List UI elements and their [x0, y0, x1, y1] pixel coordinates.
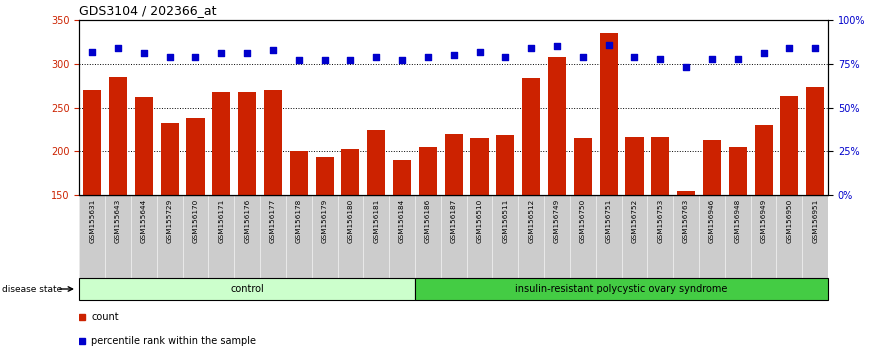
Point: [627, 54, 641, 59]
Text: GSM156171: GSM156171: [218, 198, 225, 242]
Point: [317, 57, 331, 63]
Bar: [367, 130, 385, 326]
Text: count: count: [92, 312, 119, 321]
Text: GSM155729: GSM155729: [167, 198, 173, 242]
Text: GSM156946: GSM156946: [709, 198, 715, 242]
Bar: [677, 190, 695, 326]
Text: GSM156753: GSM156753: [657, 198, 663, 242]
Bar: [415, 278, 828, 300]
Bar: [703, 140, 721, 326]
Bar: [83, 90, 101, 326]
Text: insulin-resistant polycystic ovary syndrome: insulin-resistant polycystic ovary syndr…: [515, 284, 728, 294]
Point: [214, 50, 228, 56]
Text: GSM155643: GSM155643: [115, 198, 121, 242]
Point: [395, 57, 409, 63]
Point: [653, 56, 667, 61]
Text: GSM156751: GSM156751: [605, 198, 611, 242]
Bar: [781, 96, 798, 326]
Bar: [290, 151, 307, 326]
Point: [808, 45, 822, 51]
Point: [163, 54, 177, 59]
Bar: [522, 78, 540, 326]
Point: [369, 54, 383, 59]
Text: GSM156752: GSM156752: [632, 198, 638, 242]
Bar: [315, 158, 334, 326]
Point: [189, 54, 203, 59]
Point: [782, 45, 796, 51]
Bar: [212, 92, 230, 326]
Bar: [470, 138, 489, 326]
Bar: [754, 125, 773, 326]
Point: [679, 64, 693, 70]
Point: [241, 50, 255, 56]
Text: GSM156179: GSM156179: [322, 198, 328, 242]
Text: control: control: [230, 284, 264, 294]
Point: [85, 48, 100, 54]
Text: GSM156948: GSM156948: [735, 198, 741, 242]
Text: GSM156763: GSM156763: [683, 198, 689, 242]
Text: GSM156186: GSM156186: [425, 198, 431, 242]
Point: [576, 54, 590, 59]
Text: GSM155631: GSM155631: [89, 198, 95, 242]
Point: [111, 45, 125, 51]
Point: [137, 50, 151, 56]
Text: GSM156181: GSM156181: [374, 198, 379, 242]
Text: GSM156951: GSM156951: [812, 198, 818, 242]
Point: [705, 56, 719, 61]
Bar: [187, 118, 204, 326]
Text: GSM156510: GSM156510: [477, 198, 483, 242]
Point: [266, 47, 280, 53]
Text: GSM156749: GSM156749: [554, 198, 560, 242]
Point: [421, 54, 435, 59]
Text: percentile rank within the sample: percentile rank within the sample: [92, 336, 256, 346]
Bar: [496, 135, 515, 326]
Text: GDS3104 / 202366_at: GDS3104 / 202366_at: [79, 5, 217, 17]
Text: GSM156750: GSM156750: [580, 198, 586, 242]
Point: [550, 44, 564, 49]
Bar: [600, 33, 618, 326]
Text: GSM156184: GSM156184: [399, 198, 405, 242]
Text: GSM156511: GSM156511: [502, 198, 508, 242]
Point: [499, 54, 513, 59]
Bar: [445, 134, 463, 326]
Point: [602, 42, 616, 47]
Text: GSM156170: GSM156170: [192, 198, 198, 242]
Bar: [574, 138, 592, 326]
Point: [730, 56, 744, 61]
Point: [472, 48, 486, 54]
Text: GSM156176: GSM156176: [244, 198, 250, 242]
Bar: [341, 149, 359, 326]
Text: GSM156512: GSM156512: [529, 198, 534, 242]
Bar: [806, 86, 825, 326]
Point: [344, 57, 358, 63]
Bar: [418, 147, 437, 326]
Bar: [729, 147, 747, 326]
Text: disease state: disease state: [2, 285, 62, 293]
Bar: [109, 77, 127, 326]
Point: [292, 57, 306, 63]
Text: GSM156180: GSM156180: [347, 198, 353, 242]
Bar: [264, 90, 282, 326]
Text: GSM156177: GSM156177: [270, 198, 276, 242]
Point: [524, 45, 538, 51]
Bar: [238, 92, 256, 326]
Bar: [651, 137, 670, 326]
Point: [757, 50, 771, 56]
Text: GSM155644: GSM155644: [141, 198, 147, 242]
Text: GSM156950: GSM156950: [787, 198, 792, 242]
Point: [447, 52, 461, 58]
Bar: [626, 137, 643, 326]
Bar: [135, 97, 153, 326]
Text: GSM156949: GSM156949: [760, 198, 766, 242]
Text: GSM156178: GSM156178: [296, 198, 302, 242]
Bar: [160, 123, 179, 326]
Text: GSM156187: GSM156187: [451, 198, 456, 242]
Bar: [548, 57, 566, 326]
Bar: [393, 160, 411, 326]
Bar: [79, 278, 415, 300]
